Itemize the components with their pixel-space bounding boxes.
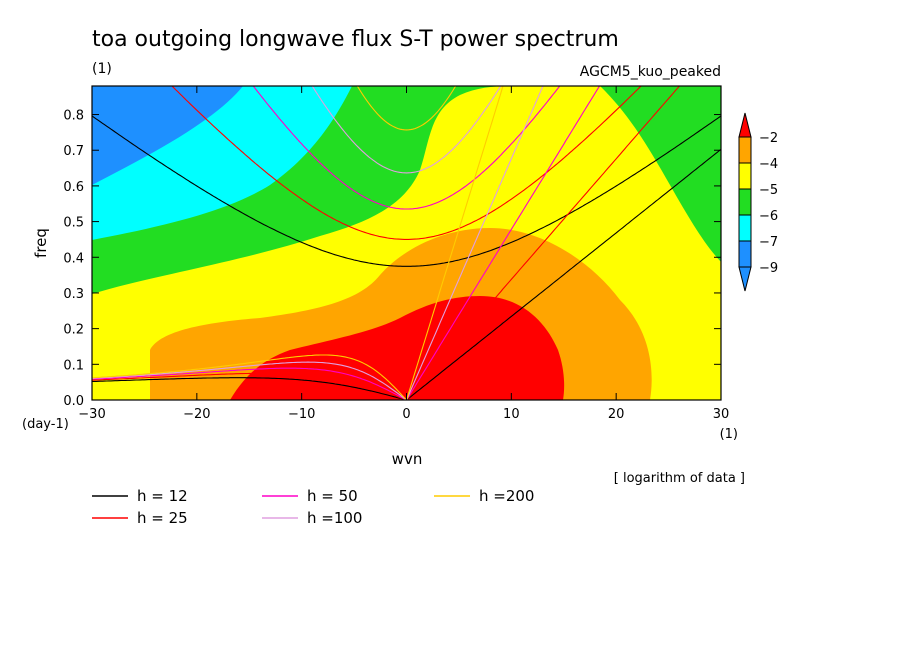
dispersion-igw-h200 [356,86,457,131]
dispersion-kelvin-h25 [406,86,681,400]
contour-band-blue [92,86,243,185]
y-tick-label: 0.8 [63,109,84,124]
chart-subtitle-left: (1) [92,61,112,77]
legend-label-h12: h = 12 [137,487,188,505]
colorbar-arrow-bottom [738,266,752,292]
legend-label-h100: h =100 [307,509,362,527]
y-tick-label: 0.5 [63,216,84,231]
x-tick-label: −20 [183,407,210,422]
colorbar-label-3: −6 [759,209,778,224]
y-tick-label: 0.1 [63,358,84,373]
x-tick-label: 10 [503,407,520,422]
legend: h = 12 h = 25 h = 50 h =100 h =200 [92,487,534,527]
colorbar: −2 −4 −5 −6 −7 −9 [738,112,778,292]
contour-fill [92,86,721,400]
contour-band-green-right [600,86,721,262]
dispersion-igw-h12 [92,115,721,267]
colorbar-swatch-green [738,188,752,216]
dispersion-kelvin-h12 [406,148,721,400]
contour-band-red [230,296,565,400]
legend-label-h200: h =200 [479,487,534,505]
dispersion-igw-h25 [171,86,642,240]
dispersion-kelvin-h200 [405,86,504,400]
y-tick-label: 0.4 [63,251,84,266]
chart-title: toa outgoing longwave flux S-T power spe… [92,27,619,52]
x-tick-label: 20 [608,407,625,422]
dispersion-igw-h50 [252,86,561,210]
x-axis-label: wvn [392,450,423,468]
colorbar-label-5: −9 [759,261,778,276]
colorbar-label-4: −7 [759,235,778,250]
dispersion-rossby-h12 [92,377,407,400]
x-tick-label: 30 [713,407,730,422]
dispersion-kelvin-h100 [405,86,544,400]
colorbar-label-1: −4 [759,157,778,172]
colorbar-label-2: −5 [759,183,778,198]
colorbar-swatch-yellow [738,162,752,190]
chart-subtitle-right: AGCM5_kuo_peaked [580,64,721,80]
y-tick-label: 0.2 [63,323,84,338]
dispersion-igw-h100 [311,86,502,174]
y-unit-label: (day-1) [22,417,69,432]
dispersion-curves [92,86,721,400]
dispersion-rossby-h200 [92,354,407,400]
x-tick-label: −30 [78,407,105,422]
data-note: [ logarithm of data ] [614,471,745,486]
colorbar-label-0: −2 [759,131,778,146]
dispersion-rossby-h25 [92,372,407,400]
axis-ticks: −30 −20 −10 0 10 20 30 0.0 0.1 0.2 0.3 0.4 0.5 0.6 0.7… [63,86,729,422]
dispersion-rossby-h100 [92,361,407,400]
x-unit-label: (1) [720,427,738,442]
legend-label-h50: h = 50 [307,487,358,505]
colorbar-swatch-cyan [738,214,752,242]
legend-label-h25: h = 25 [137,509,188,527]
colorbar-arrow-top [738,112,752,138]
y-axis-label: freq [32,228,50,258]
colorbar-swatch-orange [738,136,752,164]
y-tick-label: 0.7 [63,144,84,159]
x-tick-label: 0 [402,407,410,422]
y-tick-label: 0.6 [63,180,84,195]
colorbar-swatch-blue [738,240,752,268]
dispersion-rossby-h50 [92,367,407,400]
y-tick-label: 0.3 [63,287,84,302]
x-tick-label: −10 [288,407,315,422]
dispersion-kelvin-h50 [406,86,601,400]
y-tick-label: 0.0 [63,394,84,409]
